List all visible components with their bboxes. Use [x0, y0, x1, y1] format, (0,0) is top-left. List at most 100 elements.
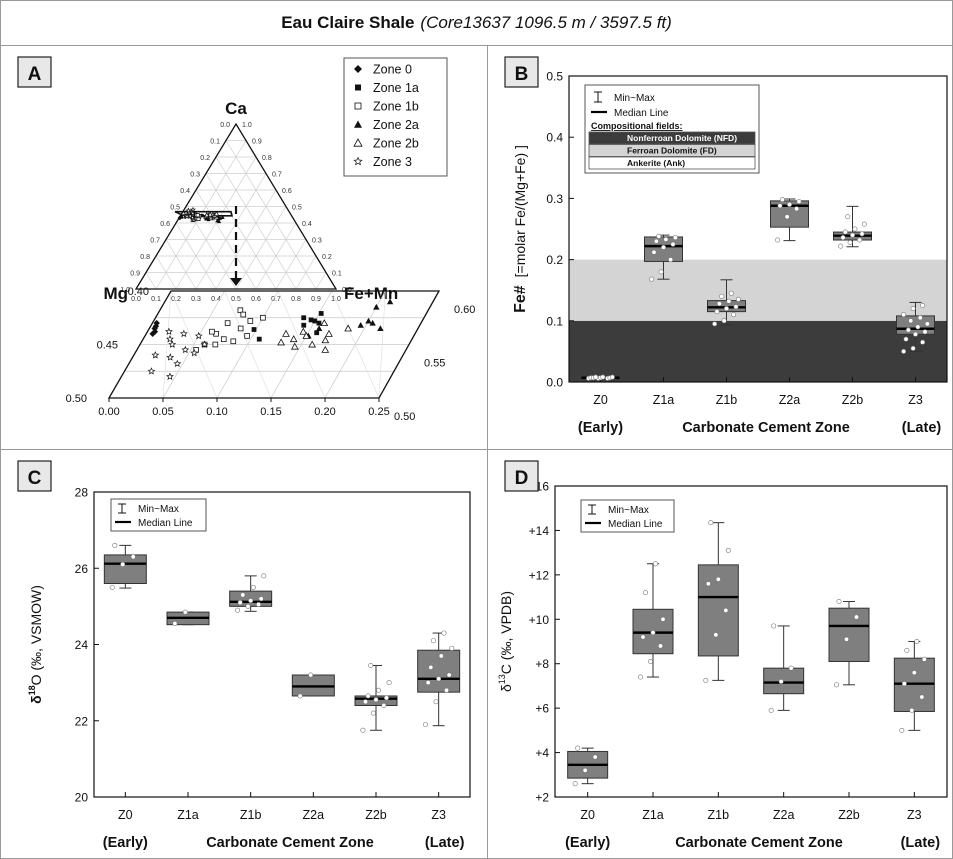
ternary-tick-label-left: 0.1 [210, 139, 220, 146]
ternary-gridline-fe [255, 222, 297, 290]
panel-a-ternary: A 0.0 0.1 0.2 0.3 0.4 0.5 0.6 0.7 0.8 0.9 1.0 0.0 0.1… [1, 46, 488, 450]
legend-field-swatch [588, 156, 756, 170]
data-point [859, 231, 865, 237]
ternary-gridline-fe [235, 206, 287, 290]
inset-point [224, 320, 231, 326]
y-axis-title-delta: δ [498, 684, 514, 692]
ternary-tick-label-bottom: 0.6 [251, 296, 261, 303]
inset-point [247, 318, 254, 324]
data-point [838, 243, 844, 249]
data-point [182, 609, 188, 615]
ternary-tick-label-left: 0.6 [160, 221, 170, 228]
inset-point [147, 367, 156, 375]
ternary-tick-label-left: 0.9 [130, 271, 140, 278]
inset-point [173, 359, 182, 368]
inset-point [344, 324, 353, 332]
data-point [381, 703, 387, 709]
data-point [656, 233, 662, 239]
ternary-tick-label-right: 0.3 [312, 238, 322, 245]
data-point [648, 658, 654, 664]
data-point [919, 694, 925, 700]
inset-point [151, 328, 159, 335]
data-point [716, 301, 722, 307]
data-point [430, 638, 436, 644]
ternary-tick-label-bottom: 0.5 [231, 296, 241, 303]
data-point [852, 226, 858, 232]
x-tick-label: Z1b [716, 393, 738, 407]
ternary-tick-label-left: 0.4 [180, 188, 190, 195]
inset-gridline-diagonal [378, 290, 386, 399]
data-point [658, 269, 664, 275]
data-point [721, 318, 727, 324]
legend-label: Zone 2b [373, 137, 419, 151]
inset-point [308, 340, 317, 348]
data-point [643, 590, 649, 596]
data-point [130, 554, 136, 560]
inset-gridline-diagonal [331, 290, 380, 399]
ternary-frame [134, 122, 338, 290]
data-point [768, 707, 774, 713]
y-axis-title: Fe# [=molar Fe/(Mg+Fe) ] [512, 145, 529, 313]
data-point [903, 336, 909, 342]
data-point [733, 304, 739, 310]
data-point [649, 276, 655, 282]
y-tick-label: 0.3 [546, 192, 563, 206]
data-point [661, 244, 667, 250]
x-tick-label: Z2b [365, 808, 387, 822]
data-point [237, 600, 243, 606]
data-point [297, 693, 303, 699]
data-point [672, 235, 678, 241]
y-tick-label: +14 [529, 524, 550, 538]
x-tick-label: Z0 [593, 393, 608, 407]
inset-point [165, 327, 173, 335]
legend-label: Zone 2a [373, 118, 419, 132]
ternary-tick-label-right: 0.4 [302, 221, 312, 228]
ternary-tick-label-right: 0.2 [322, 254, 332, 261]
y-tick-label: 0.2 [546, 253, 563, 267]
ternary-gridline-fe [195, 173, 267, 290]
data-point [423, 722, 429, 728]
panel-label: A [28, 64, 42, 85]
ternary-gridline-mg [225, 140, 317, 290]
x-label-early: (Early) [103, 835, 148, 851]
y-tick-label: 26 [75, 562, 89, 576]
inset-point [220, 336, 227, 342]
data-point [653, 561, 659, 567]
x-tick-label: Z0 [118, 808, 133, 822]
data-point [924, 321, 930, 327]
y-tick-label: 0.0 [546, 376, 563, 390]
data-point [857, 237, 863, 243]
panel-label-box [17, 56, 52, 88]
inset-point [230, 338, 237, 345]
ternary-point-main [213, 210, 220, 217]
x-axis-title: Carbonate Cement Zone [675, 835, 843, 851]
legend-box-a [343, 57, 448, 177]
data-point [911, 670, 917, 676]
panel-label-box [17, 460, 52, 492]
data-point [712, 321, 718, 327]
x-axis-title: Carbonate Cement Zone [682, 420, 850, 436]
legend-field-swatch [588, 144, 756, 157]
plot-frame [568, 75, 948, 383]
data-point [921, 656, 927, 662]
data-point [861, 221, 867, 227]
legend-marker [354, 65, 362, 73]
data-point [922, 329, 928, 335]
panel-b-fe-number: 0.0 0.1 0.2 0.3 0.4 0.5 Z0 Z1a Z1b Z2a Z2b Z3 (Early… [488, 46, 952, 450]
inset-tick-label-mg: 0.50 [394, 411, 415, 423]
box-iqr [103, 554, 147, 584]
data-point [172, 621, 178, 627]
x-tick-label: Z1a [642, 808, 664, 822]
legend-label: Zone 3 [373, 155, 412, 169]
inset-point [315, 325, 323, 332]
inset-point [299, 327, 308, 335]
data-point [235, 607, 241, 613]
data-point [708, 520, 714, 526]
ternary-tick-label-bottom: 0.1 [151, 296, 161, 303]
ternary-tick-label-bottom: 0.8 [291, 296, 301, 303]
ternary-point-main [200, 213, 204, 218]
data-point [240, 592, 246, 598]
inset-tick-label-fe: 0.15 [260, 406, 281, 418]
ternary-tick-label-bottom: 0.9 [311, 296, 321, 303]
data-point [910, 345, 916, 351]
